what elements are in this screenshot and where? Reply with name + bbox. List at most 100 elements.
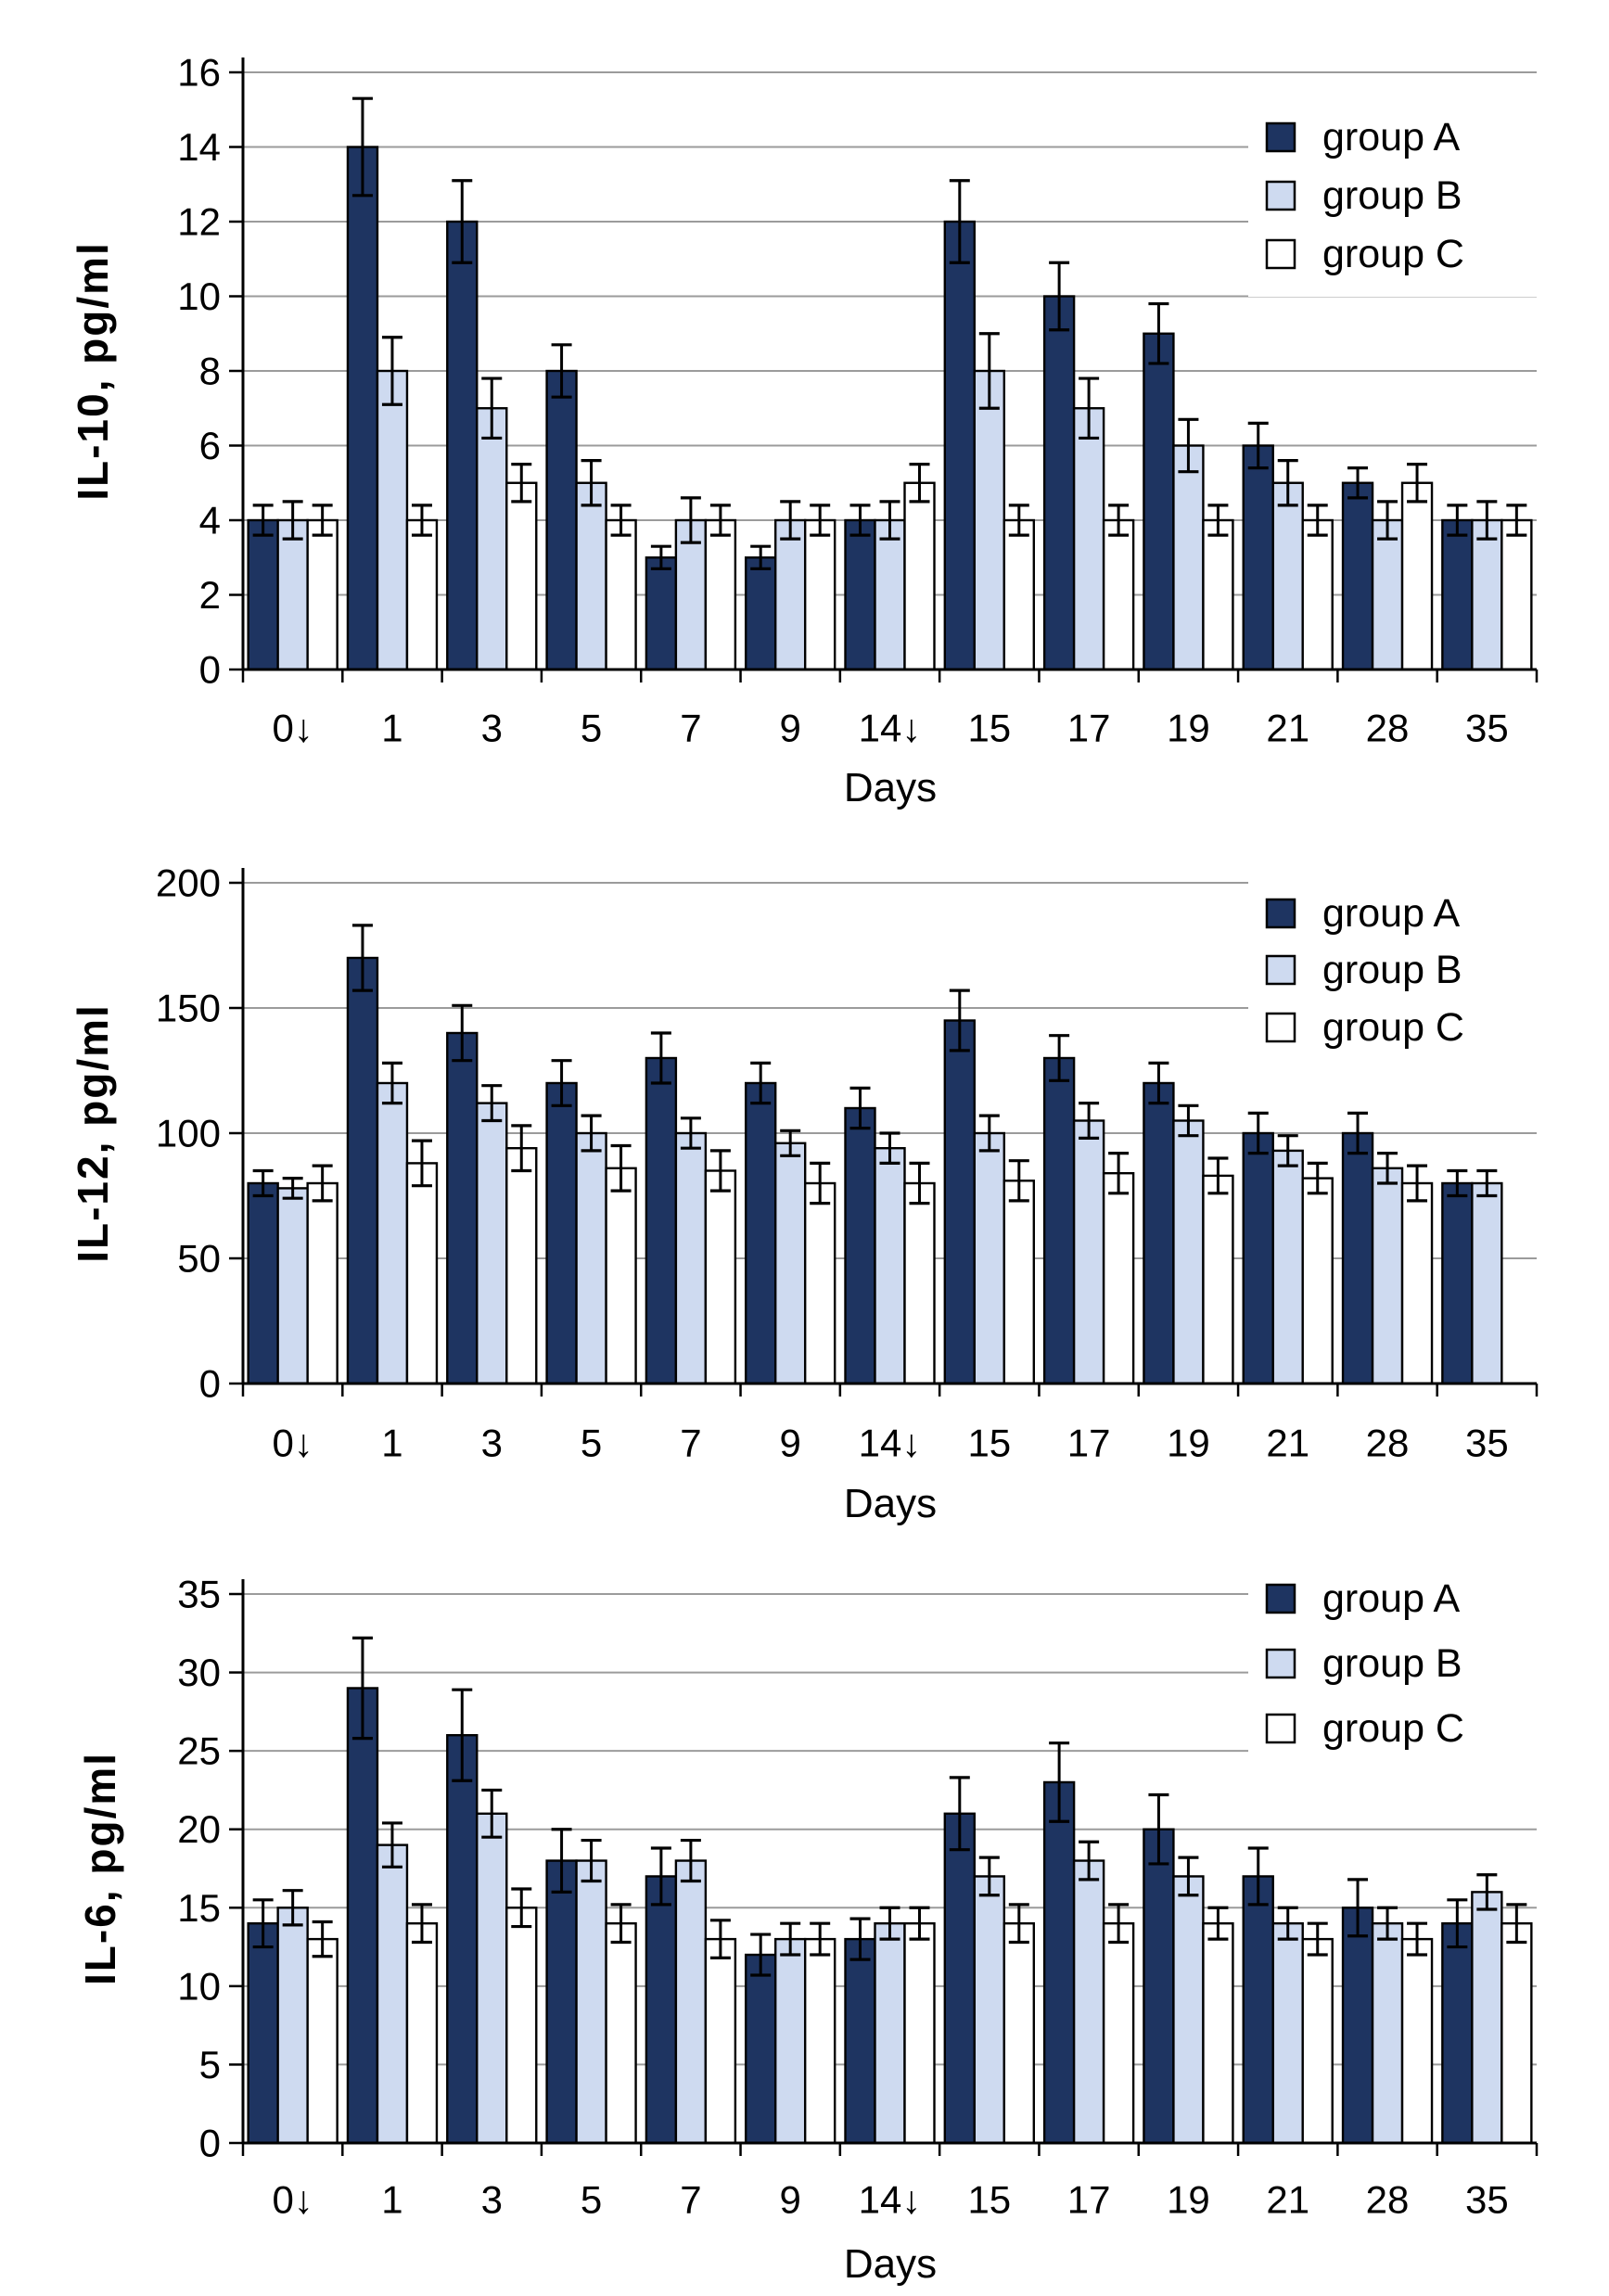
legend-swatch-group-A <box>1265 898 1296 929</box>
bar-group-B-day-3 <box>476 1812 508 2145</box>
bar-group-C-day-28 <box>1400 1937 1434 2145</box>
x-axis-title-il10: Days <box>843 765 938 810</box>
error-bar <box>1407 1164 1428 1203</box>
x-category-label: 21 <box>1266 707 1309 750</box>
error-bar <box>1207 1156 1229 1195</box>
legend-swatch-group-C <box>1265 238 1296 270</box>
error-bar <box>381 1061 402 1105</box>
bar-group-C-day-19 <box>1202 1921 1234 2145</box>
bar-group-C-day-9 <box>803 1937 836 2145</box>
legend-swatch-group-B <box>1265 954 1296 986</box>
bar-group-B-day-7 <box>674 1859 708 2145</box>
error-bar <box>750 1932 772 1977</box>
y-tick-label: 2 <box>199 573 221 617</box>
bar-group-C-day-14 <box>903 1181 936 1385</box>
x-category-label: 14↓ <box>859 2178 922 2222</box>
bar-group-C-day-3 <box>505 1146 538 1385</box>
error-bar <box>1079 1840 1100 1881</box>
error-bar <box>1108 1151 1130 1195</box>
error-bar <box>282 1176 303 1200</box>
y-tick-label: 16 <box>177 51 221 95</box>
error-bar <box>849 1086 871 1130</box>
bar-group-B-day-35 <box>1471 518 1503 671</box>
bar-group-A-day-21 <box>1242 1131 1274 1385</box>
legend-label-group-A: group A <box>1322 115 1461 159</box>
y-tick-label: 30 <box>177 1651 221 1694</box>
bar-group-C-day-0 <box>306 518 338 671</box>
error-bar <box>680 1116 701 1150</box>
error-bar <box>810 504 831 537</box>
x-category-label: 14↓ <box>859 1422 922 1465</box>
x-category-label: 9 <box>780 2178 801 2222</box>
bar-group-A-day-9 <box>744 1081 777 1385</box>
error-bar <box>1447 1168 1468 1198</box>
bar-group-A-day-28 <box>1341 481 1374 671</box>
error-bar <box>1377 1906 1398 1941</box>
error-bar <box>680 1838 701 1883</box>
error-bar <box>481 1788 503 1839</box>
legend-swatch-group-A <box>1265 1583 1296 1614</box>
error-bar <box>312 1920 333 1958</box>
bar-group-B-day-1 <box>376 1843 409 2145</box>
error-bar <box>581 1114 602 1153</box>
error-bar <box>581 1838 602 1883</box>
bar-group-A-day-28 <box>1341 1907 1374 2145</box>
x-category-label: 28 <box>1366 1422 1410 1465</box>
bar-group-B-day-5 <box>575 1859 607 2145</box>
error-bar <box>610 1143 632 1193</box>
error-bar <box>978 332 1000 410</box>
error-bar <box>1277 1906 1298 1941</box>
bar-group-A-day-15 <box>943 1019 977 1385</box>
legend-label-group-A: group A <box>1322 1576 1461 1621</box>
error-bar <box>1476 1168 1498 1198</box>
error-bar <box>1049 1741 1070 1823</box>
error-bar <box>810 1921 831 1957</box>
bar-group-A-day-3 <box>446 1031 479 1385</box>
error-bar <box>252 1898 274 1949</box>
error-bar <box>780 1129 801 1157</box>
bar-group-C-day-1 <box>405 1921 439 2145</box>
bar-group-C-day-0 <box>306 1181 338 1385</box>
y-tick-label: 150 <box>156 987 221 1030</box>
error-bar <box>1008 1159 1029 1203</box>
error-bar <box>610 1903 632 1945</box>
bar-group-B-day-9 <box>773 1142 807 1385</box>
bar-group-B-day-14 <box>874 518 906 671</box>
y-axis-title-il6: IL-6, pg/ml <box>76 1752 124 1985</box>
bar-group-B-day-1 <box>376 1081 409 1385</box>
x-category-label: 7 <box>680 707 701 750</box>
error-bar <box>511 1887 532 1929</box>
error-bar <box>481 1084 503 1123</box>
bar-group-B-day-21 <box>1271 1149 1304 1385</box>
error-bar <box>750 544 772 570</box>
legend-swatch-group-C <box>1265 1012 1296 1043</box>
y-tick-label: 14 <box>177 125 221 169</box>
bar-group-C-day-0 <box>306 1937 338 2145</box>
bar-group-B-day-3 <box>476 407 508 671</box>
bar-group-C-day-9 <box>803 1181 836 1385</box>
bar-group-C-day-19 <box>1202 518 1234 671</box>
legend-label-group-C: group C <box>1322 1706 1464 1751</box>
bar-group-B-day-28 <box>1371 1167 1404 1385</box>
error-bar <box>1207 1906 1229 1941</box>
x-category-label: 1 <box>381 1422 402 1465</box>
error-bar <box>650 544 671 570</box>
error-bar <box>1506 504 1527 537</box>
bar-group-B-day-21 <box>1271 1921 1304 2145</box>
bar-group-C-day-9 <box>803 518 836 671</box>
bar-group-C-day-5 <box>605 1167 637 1385</box>
error-bar <box>351 924 373 992</box>
bar-group-C-day-7 <box>704 1937 737 2145</box>
bar-group-C-day-5 <box>605 1921 637 2145</box>
error-bar <box>351 1636 373 1741</box>
y-tick-label: 20 <box>177 1807 221 1851</box>
error-bar <box>452 179 473 264</box>
error-bar <box>551 343 572 399</box>
error-bar <box>1377 500 1398 541</box>
legend-swatch-group-B <box>1265 180 1296 211</box>
error-bar <box>551 1828 572 1894</box>
bar-group-A-day-21 <box>1242 444 1274 671</box>
bar-group-C-day-1 <box>405 1162 439 1385</box>
x-category-label: 5 <box>581 1422 602 1465</box>
